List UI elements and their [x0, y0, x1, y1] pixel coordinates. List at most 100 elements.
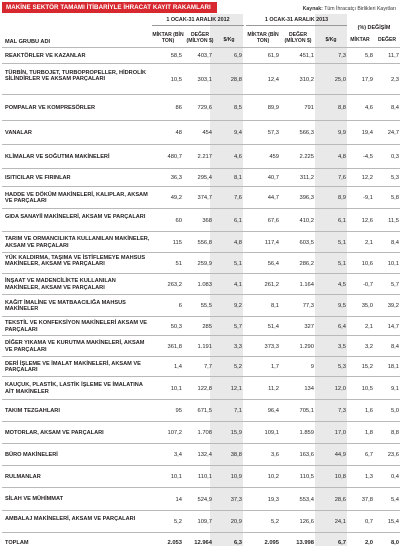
cell-val-2012: 110,1 [197, 474, 212, 480]
cell-chg-qty: 35,0 [361, 303, 373, 309]
cell-val-2012: 524,9 [197, 496, 212, 503]
row-name: KAUÇUK, PLASTİK, LASTİK İŞLEME VE İMALAT… [5, 382, 143, 395]
col-chg-val: DEĞER [377, 37, 397, 43]
cell-val-2013: 77,3 [302, 303, 314, 309]
cell-val-2013: 110,5 [299, 474, 314, 480]
cell-val-2012: 12.964 [194, 540, 212, 546]
total-label: TOPLAM [5, 539, 29, 546]
cell-qty-2013: 1,7 [270, 364, 279, 370]
table-title: MAKİNE SEKTÖR TAMAMI İTİBARİYLE İHRACAT … [2, 2, 217, 13]
table-row: YÜK KALDIRMA, TAŞIMA VE İSTİFLEMEYE MAHS… [2, 252, 400, 273]
period-2013: 1 OCAK-31 ARALIK 2013 [264, 17, 329, 23]
table-row: HADDE VE DÖKÜM MAKİNELERİ, KALIPLAR, AKS… [2, 186, 400, 208]
row-name: SİLAH VE MÜHİMMAT [5, 496, 64, 503]
row-name: MOTORLAR, AKSAM VE PARÇALARI [5, 429, 104, 436]
row-name: POMPALAR VE KOMPRESÖRLER [5, 104, 96, 111]
cell-val-2013: 286,2 [299, 260, 314, 267]
cell-qty-2012: 10,1 [170, 385, 182, 392]
col-chg-qty: MİKTAR [350, 37, 370, 43]
cell-val-2012: 7,7 [203, 364, 212, 370]
cell-val-2012: 1.708 [197, 430, 212, 436]
cell-pk-2012: 10,9 [230, 474, 242, 480]
period-2012: 1 OCAK-31 ARALIK 2012 [166, 17, 230, 23]
cell-qty-2012: 263,2 [167, 281, 182, 288]
cell-chg-val: 8,4 [390, 105, 399, 111]
cell-pk-2013: 9,5 [337, 303, 346, 309]
cell-val-2013: 134 [304, 385, 314, 392]
cell-val-2012: 122,8 [197, 385, 212, 392]
cell-qty-2012: 36,3 [170, 175, 182, 181]
cell-chg-val: 5,7 [390, 281, 399, 288]
cell-pk-2012: 3,3 [233, 343, 242, 350]
cell-qty-2012: 1,4 [173, 364, 182, 370]
cell-val-2012: 403,7 [197, 53, 212, 59]
table-row: TARIM VE ORMANCILIKTA KULLANILAN MAKİNEL… [2, 231, 400, 252]
table-row: KAUÇUK, PLASTİK, LASTİK İŞLEME VE İMALAT… [2, 376, 400, 399]
cell-qty-2013: 8,1 [270, 303, 279, 309]
table-row: POMPALAR VE KOMPRESÖRLER 86 729,6 8,5 89,9 79… [2, 94, 400, 120]
cell-val-2013: 1.859 [299, 430, 314, 436]
row-name: YÜK KALDIRMA, TAŞIMA VE İSTİFLEMEYE MAHS… [5, 255, 146, 268]
cell-pk-2012: 8,5 [233, 105, 242, 111]
cell-pk-2012: 9,4 [233, 130, 242, 136]
cell-qty-2012: 86 [175, 105, 182, 111]
cell-pk-2013: 17,0 [334, 430, 346, 436]
cell-val-2012: 109,7 [197, 519, 212, 525]
cell-qty-2013: 19,3 [267, 496, 279, 503]
cell-chg-qty: 1,3 [364, 474, 373, 480]
cell-qty-2013: 51,4 [267, 323, 279, 330]
table-row: TÜRBİN, TURBOJET, TURBOPROPELLER, HİDROL… [2, 63, 400, 94]
row-name: TÜRBİN, TURBOJET, TURBOPROPELLER, HİDROL… [5, 70, 147, 83]
cell-qty-2013: 5,2 [270, 519, 279, 525]
table-row: TAKIM TEZGAHLARI 95 671,5 7,1 96,4 705,1 7,3 1,… [2, 399, 400, 421]
cell-chg-qty: 2,1 [364, 239, 373, 246]
row-name: GIDA SANAYİİ MAKİNELERİ, AKSAM VE PARÇAL… [5, 214, 146, 221]
cell-chg-val: 8,4 [390, 239, 399, 246]
table-row: TEKSTİL VE KONFEKSİYON MAKİNELERİ AKSAM … [2, 316, 400, 335]
cell-pk-2013: 4,5 [337, 281, 346, 288]
cell-val-2013: 327 [304, 323, 314, 330]
cell-qty-2012: 107,2 [167, 430, 182, 436]
cell-pk-2012: 15,9 [230, 430, 242, 436]
cell-qty-2012: 3,4 [173, 452, 182, 458]
cell-pk-2013: 6,7 [337, 540, 346, 546]
cell-pk-2013: 5,1 [337, 260, 346, 267]
cell-qty-2012: 10,5 [170, 76, 182, 83]
table-row: KLİMALAR VE SOĞUTMA MAKİNELERİ 480,7 2.217… [2, 144, 400, 168]
row-name: TAKIM TEZGAHLARI [5, 407, 60, 414]
cell-val-2013: 705,1 [299, 408, 314, 414]
period-2013-rule [246, 25, 347, 26]
cell-val-2013: 410,2 [299, 217, 314, 224]
cell-pk-2012: 7,1 [233, 408, 242, 414]
cell-val-2013: 126,6 [299, 519, 314, 525]
cell-val-2012: 556,8 [197, 239, 212, 246]
col-qty-2012: MİKTAR (BİN TON) [152, 32, 184, 44]
table-row: KAĞIT İMALİNE VE MATBAACILIĞA MAHSUS MAK… [2, 294, 400, 316]
table-row: RULMANLAR 10,1 110,1 10,9 10,2 110,5 10,8 1,3 0,… [2, 465, 400, 487]
cell-qty-2012: 50,3 [170, 323, 182, 330]
cell-val-2013: 310,2 [299, 76, 314, 83]
cell-chg-val: 11,5 [388, 217, 399, 224]
cell-val-2013: 566,3 [299, 130, 314, 136]
cell-qty-2013: 10,2 [267, 474, 279, 480]
cell-qty-2012: 10,1 [170, 474, 182, 480]
row-name: KAĞIT İMALİNE VE MATBAACILIĞA MAHSUS MAK… [5, 299, 126, 312]
cell-chg-val: 8,0 [390, 540, 399, 546]
cell-pk-2013: 12,0 [334, 385, 346, 392]
cell-pk-2012: 4,6 [233, 154, 242, 160]
cell-chg-qty: 0,7 [364, 519, 373, 525]
cell-val-2013: 396,3 [299, 195, 314, 201]
cell-val-2013: 311,2 [299, 175, 314, 181]
cell-chg-qty: 17,9 [361, 76, 373, 83]
col-pk-2013: $/Kg [325, 37, 337, 43]
cell-qty-2012: 480,7 [167, 154, 182, 160]
cell-qty-2012: 14 [175, 496, 182, 503]
cell-chg-qty: 4,6 [364, 105, 373, 111]
cell-qty-2012: 60 [175, 217, 182, 224]
cell-pk-2013: 3,5 [337, 343, 346, 350]
cell-chg-val: 10,1 [387, 260, 399, 267]
period-change: (%) DEĞİŞİM [357, 25, 391, 31]
cell-val-2013: 9 [310, 364, 314, 370]
cell-qty-2012: 115 [172, 239, 182, 246]
cell-chg-val: 0,3 [390, 154, 399, 160]
